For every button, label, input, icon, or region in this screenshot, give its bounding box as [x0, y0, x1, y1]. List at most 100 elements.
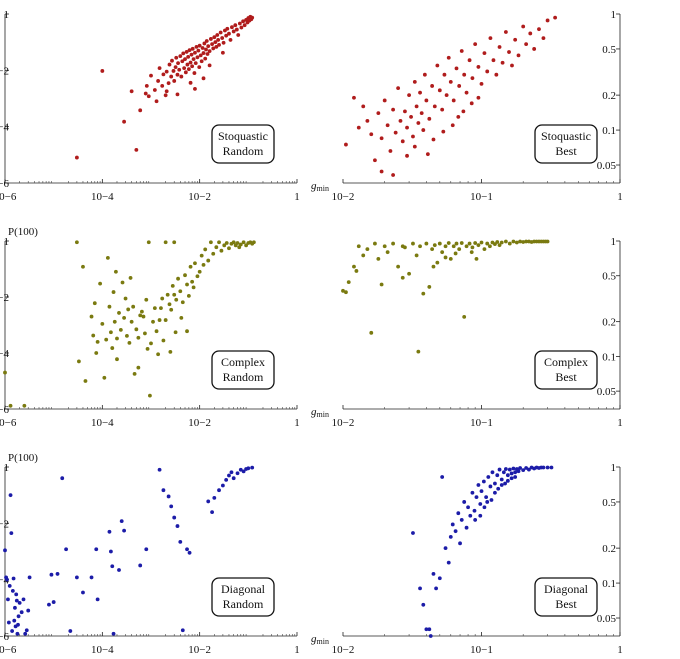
data-point: [186, 67, 191, 72]
y-tick-label: 0.1: [602, 351, 616, 363]
data-point: [482, 247, 487, 252]
data-point: [197, 269, 202, 274]
data-point: [202, 41, 207, 46]
data-point: [9, 531, 14, 536]
data-point: [19, 610, 24, 615]
data-point: [215, 33, 220, 37]
data-point: [488, 244, 492, 249]
data-point: [545, 18, 550, 23]
data-point: [224, 241, 229, 245]
data-point: [180, 59, 185, 64]
data-point: [160, 296, 165, 301]
data-point: [443, 255, 448, 260]
data-point: [115, 336, 119, 341]
data-point: [403, 109, 407, 114]
data-point: [122, 315, 126, 320]
data-point: [165, 292, 170, 297]
data-point: [246, 466, 251, 471]
data-point: [416, 349, 421, 354]
data-point: [513, 475, 518, 479]
x-tick-label: 10−2: [188, 417, 211, 429]
data-point: [440, 475, 445, 479]
data-point: [453, 251, 458, 256]
data-point: [425, 152, 430, 157]
data-point: [109, 549, 113, 554]
data-point: [89, 314, 94, 319]
data-point: [239, 25, 244, 30]
data-point: [199, 59, 204, 64]
data-point: [220, 483, 225, 488]
data-point: [473, 518, 478, 522]
data-point: [212, 35, 217, 40]
data-point: [74, 575, 79, 580]
data-point: [187, 550, 192, 555]
data-point: [537, 27, 541, 32]
legend-box: [534, 577, 598, 617]
data-point: [189, 52, 194, 57]
data-point: [152, 88, 157, 92]
data-point: [154, 329, 159, 334]
legend-label: Random: [223, 597, 264, 611]
data-point: [134, 327, 139, 332]
data-point: [12, 618, 17, 623]
data-point: [151, 319, 155, 324]
data-point: [442, 72, 447, 77]
data-point: [55, 572, 60, 576]
data-point: [497, 243, 502, 248]
data-point: [27, 575, 32, 580]
data-point: [49, 572, 54, 577]
data-point: [47, 602, 51, 607]
data-point: [454, 241, 459, 246]
y-tick-label: 0.1: [602, 578, 616, 590]
data-point: [170, 283, 175, 288]
y-tick-label: 1: [611, 9, 617, 21]
y-tick-label: 0.5: [602, 44, 616, 56]
y-tick-label: 0.2: [602, 543, 616, 555]
data-point: [499, 483, 504, 487]
y-tick-label: 10−6: [0, 404, 9, 416]
data-point: [207, 63, 212, 68]
data-point: [152, 306, 157, 311]
data-point: [432, 243, 437, 248]
data-point: [509, 471, 514, 476]
data-point: [188, 60, 193, 65]
data-point: [416, 121, 421, 125]
data-point: [117, 568, 121, 572]
data-point: [204, 47, 208, 52]
data-point: [199, 253, 204, 258]
data-point: [195, 55, 200, 60]
data-point: [220, 50, 225, 55]
data-point: [149, 73, 153, 78]
data-point: [495, 473, 500, 478]
data-point: [479, 489, 484, 493]
data-point: [464, 244, 469, 249]
data-point: [437, 576, 442, 581]
data-point: [467, 58, 472, 63]
data-point: [115, 357, 119, 362]
data-point: [83, 379, 88, 383]
data-point: [356, 125, 361, 130]
data-point: [146, 240, 151, 245]
data-point: [173, 65, 178, 70]
data-point: [511, 466, 516, 471]
data-point: [119, 519, 124, 524]
data-point: [514, 240, 519, 245]
x-axis-title: gmin: [311, 406, 329, 419]
data-point: [157, 66, 162, 71]
data-point: [128, 276, 133, 280]
data-point: [485, 500, 490, 504]
data-point: [139, 309, 144, 314]
data-point: [107, 529, 112, 534]
data-point: [493, 490, 497, 495]
data-point: [24, 628, 29, 633]
data-point: [22, 403, 27, 408]
data-point: [3, 370, 7, 375]
data-point: [171, 69, 176, 73]
data-point: [376, 256, 381, 261]
data-point: [129, 319, 134, 324]
data-point: [393, 130, 398, 135]
data-point: [190, 64, 195, 69]
x-tick-label: 1: [294, 644, 300, 656]
data-point: [164, 69, 169, 74]
